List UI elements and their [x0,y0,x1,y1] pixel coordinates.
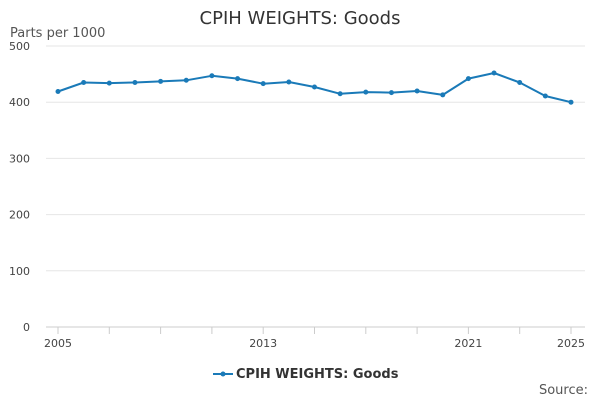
x-tick-label: 2025 [557,337,585,350]
data-point[interactable] [568,99,574,105]
data-point[interactable] [81,80,87,86]
x-axis: 2005 2013 2021 2025 [44,326,585,350]
data-point[interactable] [132,80,138,86]
series-lines [55,70,574,105]
data-point[interactable] [209,73,215,79]
y-tick-label: 500 [9,40,30,53]
data-point[interactable] [465,76,471,82]
legend-label[interactable]: CPIH WEIGHTS: Goods [236,367,399,382]
data-point[interactable] [235,76,241,82]
x-tick-label: 2005 [44,337,72,350]
data-point[interactable] [363,89,369,95]
y-tick-label: 100 [9,265,30,278]
legend[interactable]: CPIH WEIGHTS: Goods [213,367,399,382]
y-axis-label: Parts per 1000 [10,26,105,41]
data-point[interactable] [517,80,523,86]
data-point[interactable] [312,84,317,90]
chart-title: CPIH WEIGHTS: Goods [200,8,401,29]
y-tick-label: 200 [9,209,30,222]
data-point[interactable] [106,80,112,86]
y-tick-label: 0 [23,321,30,334]
x-tick-label: 2021 [454,337,482,350]
data-point[interactable] [183,77,189,83]
y-tick-label: 400 [9,96,30,109]
data-point[interactable] [440,92,446,98]
y-axis-ticks: 0 100 200 300 400 500 [9,40,30,334]
data-point[interactable] [286,79,292,85]
x-tick-label: 2013 [249,337,277,350]
y-tick-label: 300 [9,152,30,165]
grid-lines [46,45,585,272]
data-point[interactable] [491,70,497,76]
legend-point-marker [220,371,226,377]
source-label: Source: [539,383,588,398]
data-point[interactable] [260,81,266,87]
data-point[interactable] [414,88,420,94]
data-point[interactable] [55,89,61,95]
data-point[interactable] [542,93,548,99]
data-point[interactable] [158,78,164,84]
data-point[interactable] [337,91,343,97]
data-point[interactable] [388,90,394,96]
